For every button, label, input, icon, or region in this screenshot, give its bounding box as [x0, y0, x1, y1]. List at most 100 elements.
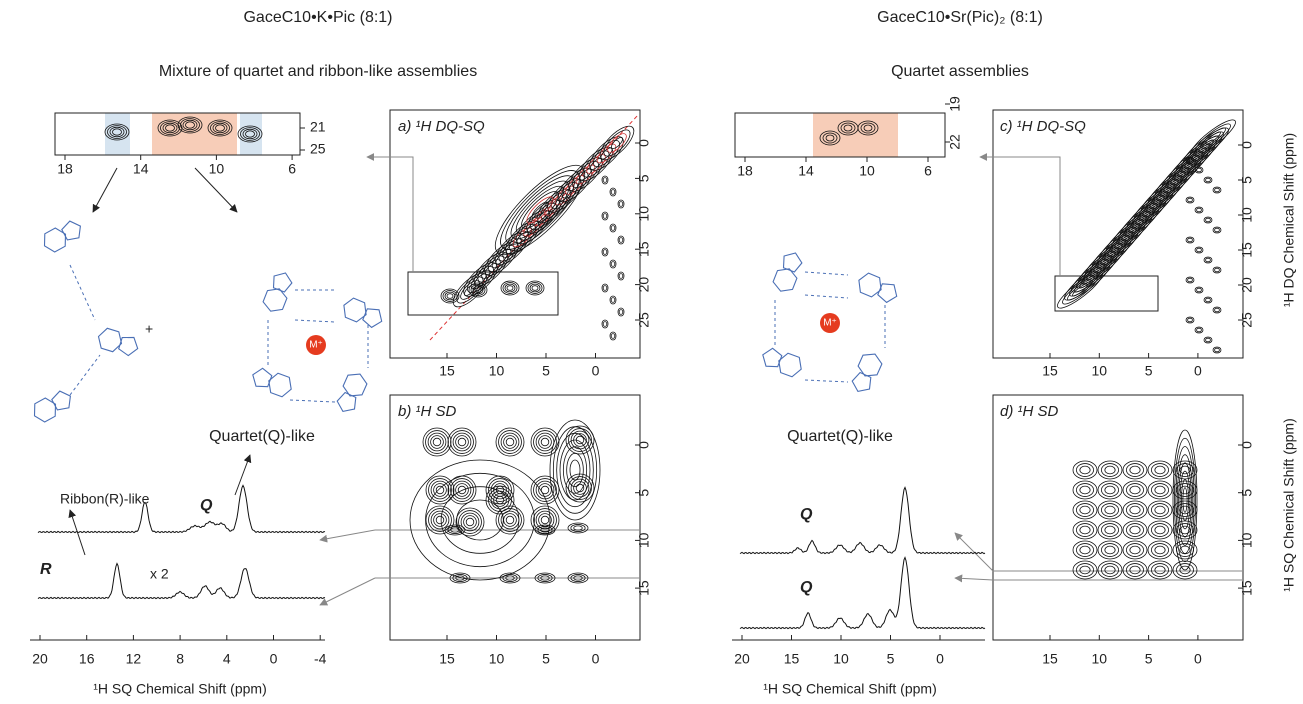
molecule-ring: [782, 252, 803, 273]
contour: [1172, 460, 1198, 480]
contour-ring: [1129, 525, 1141, 535]
y-tick-label: 10: [636, 206, 652, 222]
contour-ring: [1203, 296, 1213, 304]
contour-ring: [1151, 463, 1169, 477]
contour-ring: [107, 125, 127, 139]
contour-ring: [1179, 505, 1191, 515]
x-tick-label: 6: [288, 161, 296, 177]
contour-ring: [165, 124, 175, 132]
contour-ring: [435, 515, 445, 525]
contour-ring: [601, 319, 609, 329]
contour: [1212, 266, 1222, 274]
contour-ring: [860, 122, 876, 134]
molecule-ring: [851, 371, 872, 393]
contour-ring: [857, 120, 879, 136]
contour-ring: [470, 284, 486, 296]
molecule-ring: [362, 308, 383, 329]
x-tick-label: 5: [1145, 651, 1153, 667]
plus: +: [145, 321, 153, 337]
molecule-ring: [33, 397, 57, 423]
contour: [857, 120, 879, 136]
contour-ring: [1179, 470, 1191, 530]
contour-ring: [610, 189, 616, 195]
contour-ring: [535, 510, 555, 530]
contour-ring: [1154, 545, 1166, 555]
contour-ring: [444, 524, 466, 536]
contour-ring: [1101, 483, 1119, 497]
contour: [468, 282, 488, 298]
contour-ring: [601, 211, 609, 221]
contour-ring: [559, 439, 591, 501]
contour-ring: [1214, 227, 1220, 233]
contour-ring: [617, 199, 625, 209]
contour-ring: [180, 118, 200, 132]
contour-ring: [603, 129, 631, 157]
contour: [601, 283, 609, 293]
hydrogen-bond: [289, 399, 336, 403]
contour-ring: [1203, 256, 1213, 264]
contour-ring: [207, 119, 233, 137]
contour-ring: [1195, 123, 1231, 153]
contour-ring: [1175, 446, 1195, 554]
contour-ring: [425, 430, 449, 454]
contour-ring: [160, 121, 180, 135]
contour: [425, 475, 455, 505]
contour-ring: [1205, 297, 1211, 303]
contour-ring: [609, 331, 617, 341]
contour-ring: [609, 223, 617, 233]
y-tick-label: 25: [636, 312, 652, 328]
contour-ring: [1172, 460, 1198, 480]
molecule-ring: [118, 336, 139, 357]
contour: [568, 157, 603, 192]
contour-ring: [610, 225, 616, 231]
contour: [449, 572, 471, 584]
molecule-ring: [762, 347, 783, 368]
contour-ring: [242, 128, 258, 140]
contour-ring: [1147, 500, 1173, 520]
contour: [1185, 156, 1195, 164]
contour: [455, 507, 485, 537]
contour: [601, 247, 609, 257]
contour-ring: [1185, 236, 1195, 244]
y-tick-label: 0: [636, 139, 652, 147]
x-tick-label: 0: [936, 651, 944, 667]
contour: [1097, 500, 1123, 520]
contour-ring: [444, 291, 456, 301]
contour: [1172, 429, 1198, 571]
contour-ring: [1205, 337, 1211, 343]
contour-ring: [1126, 543, 1144, 557]
contour: [409, 459, 551, 581]
contour-ring: [1196, 167, 1202, 173]
peak-label: Q: [800, 506, 813, 523]
x-tick-label: 18: [57, 161, 73, 177]
contour-ring: [1076, 543, 1094, 557]
contour-ring: [1076, 483, 1094, 497]
contour: [1122, 500, 1148, 520]
contour-ring: [863, 124, 873, 132]
contour-ring: [1097, 540, 1123, 560]
contour: [1212, 226, 1222, 234]
contour-ring: [1079, 465, 1091, 475]
contour-ring: [428, 508, 452, 532]
contour: [1147, 560, 1173, 580]
contour-ring: [1205, 257, 1211, 263]
contour-ring: [1212, 266, 1222, 274]
contour-ring: [1176, 523, 1194, 537]
contour-ring: [530, 505, 560, 535]
y-tick-label: 19: [947, 96, 963, 112]
contour-ring: [1129, 485, 1141, 495]
contour-ring: [474, 287, 482, 293]
contour-ring: [525, 280, 545, 296]
contour-ring: [549, 419, 601, 521]
contour: [1185, 276, 1195, 284]
arrow: [954, 532, 994, 572]
contour-ring: [465, 517, 475, 527]
contour: [1194, 246, 1204, 254]
contour: [599, 125, 635, 161]
contour-ring: [1104, 465, 1116, 475]
contour-ring: [602, 213, 608, 219]
contour-ring: [1172, 429, 1198, 571]
x-axis-label: ¹H SQ Chemical Shift (ppm): [763, 681, 936, 697]
contour-ring: [488, 488, 512, 512]
contour-ring: [562, 446, 588, 494]
